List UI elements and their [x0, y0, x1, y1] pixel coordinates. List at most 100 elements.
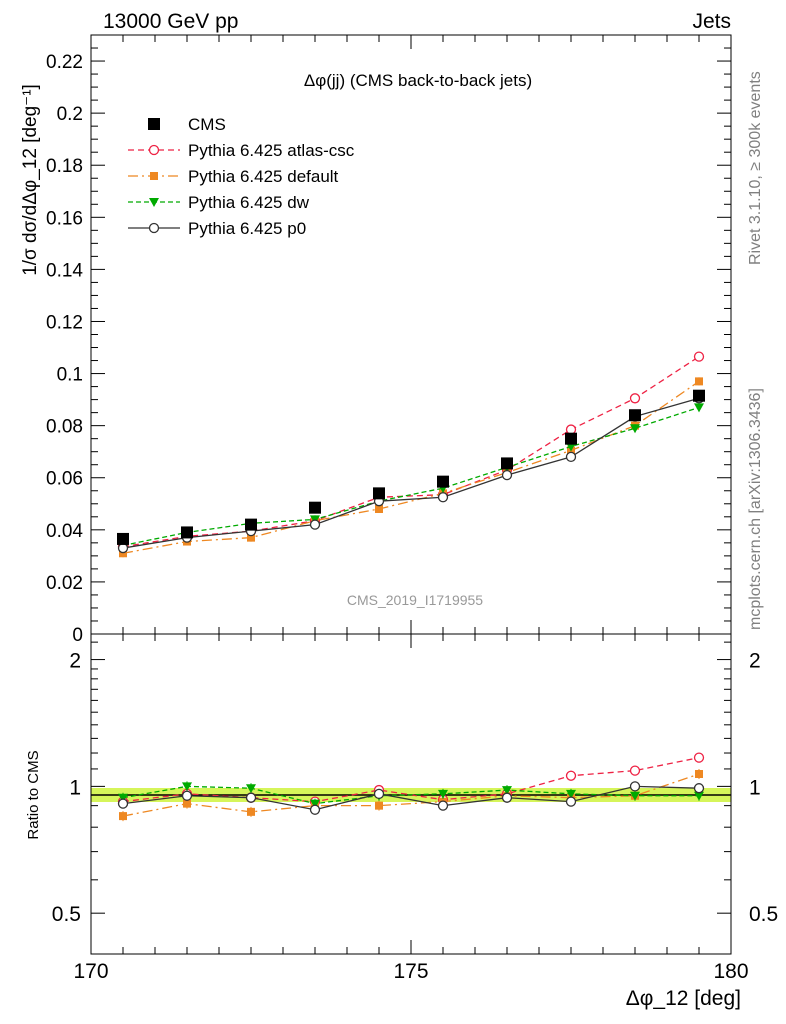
- legend-item-default: Pythia 6.425 default: [128, 167, 339, 186]
- legend-label-atlas_csc: Pythia 6.425 atlas-csc: [188, 141, 355, 160]
- point-default: [695, 769, 703, 778]
- ratio-series-group: [117, 752, 705, 822]
- point-default: [119, 549, 127, 558]
- main-axis-ticks: 0 0.02 0.04 0.06 0.08 0.1 0.12 0.14 0.16 0.18 0.2 0…: [46, 35, 732, 646]
- point-p0: [117, 798, 129, 809]
- point-dw: [630, 424, 640, 434]
- point-cms: [309, 501, 321, 514]
- point-p0: [565, 451, 577, 463]
- y-tick-label: 0.08: [46, 417, 83, 438]
- ratio-tick-label: 1: [69, 776, 81, 799]
- point-atlas_csc: [693, 752, 705, 763]
- point-cms: [245, 518, 257, 531]
- ratio-axis-label: Ratio to CMS: [25, 750, 42, 839]
- plot-title: Δφ(jj) (CMS back-to-back jets): [304, 71, 532, 90]
- y-tick-label: 0.02: [46, 573, 83, 594]
- y-tick-label: 0.2: [57, 104, 83, 125]
- point-dw: [246, 784, 256, 794]
- point-cms: [501, 457, 513, 470]
- point-default: [183, 799, 191, 808]
- point-p0: [629, 781, 641, 792]
- main-panel: 0 0.02 0.04 0.06 0.08 0.1 0.12 0.14 0.16 0.18 0.2 0…: [46, 34, 732, 646]
- y-tick-label: 0.04: [46, 521, 83, 542]
- y-tick-label: 0.14: [46, 260, 83, 281]
- point-dw: [118, 793, 128, 803]
- legend-marker-atlas_csc: [148, 144, 160, 156]
- point-cms: [629, 409, 641, 422]
- point-p0: [373, 788, 385, 799]
- main-series-group: [117, 351, 705, 558]
- point-atlas_csc: [693, 351, 705, 362]
- point-cms: [437, 475, 449, 488]
- point-cms: [117, 532, 129, 545]
- point-p0: [693, 783, 705, 794]
- point-cms: [373, 487, 385, 500]
- point-atlas_csc: [629, 393, 641, 404]
- ratio-axis-ticks: 0.5 0.5 1 1 2 2 170 175 180: [52, 634, 778, 983]
- legend-marker-cms: [148, 118, 160, 130]
- x-axis-label: Δφ_12 [deg]: [626, 987, 741, 1010]
- rivet-version-label: Rivet 3.1.10, ≥ 300k events: [747, 71, 764, 265]
- legend-label-default: Pythia 6.425 default: [188, 167, 339, 186]
- point-p0: [501, 469, 513, 481]
- point-p0: [309, 519, 321, 530]
- point-default: [375, 801, 383, 810]
- point-p0: [309, 804, 321, 815]
- point-atlas_csc: [629, 765, 641, 776]
- y-axis-label: 1/σ dσ/dΔφ_12 [deg⁻¹]: [20, 84, 41, 276]
- series-line-dw: [122, 406, 700, 547]
- y-tick-label: 0.18: [46, 156, 83, 177]
- point-dw: [182, 782, 192, 792]
- series-line-default: [122, 380, 700, 554]
- point-p0: [437, 492, 449, 503]
- series-line-default: [122, 773, 700, 817]
- ratio-tick-label: 0.5: [52, 903, 81, 926]
- y-tick-label: 0.06: [46, 469, 83, 490]
- legend-item-p0: Pythia 6.425 p0: [128, 219, 306, 238]
- point-dw: [694, 791, 704, 801]
- point-cms: [565, 432, 577, 445]
- legend: CMS Pythia 6.425 atlas-csc Pythia 6.425 de…: [128, 115, 355, 238]
- point-default: [247, 807, 255, 816]
- ratio-tick-label: 2: [69, 650, 81, 673]
- point-p0: [181, 790, 193, 801]
- y-tick-label: 0.12: [46, 312, 83, 333]
- point-dw: [566, 789, 576, 799]
- legend-item-cms: CMS: [148, 115, 226, 134]
- series-line-p0: [122, 785, 700, 811]
- series-line-dw: [122, 785, 699, 805]
- series-line-atlas_csc: [122, 356, 700, 548]
- header-energy: 13000 GeV pp: [103, 10, 238, 33]
- header-process: Jets: [692, 10, 731, 33]
- series-line-p0: [122, 397, 700, 549]
- point-atlas_csc: [565, 770, 577, 781]
- legend-marker-dw: [149, 198, 159, 207]
- legend-marker-p0: [148, 222, 160, 234]
- legend-label-cms: CMS: [188, 115, 226, 134]
- y-tick-label: 0: [72, 625, 83, 646]
- point-p0: [565, 796, 577, 807]
- point-dw: [630, 791, 640, 801]
- y-axis-label-text: 1/σ dσ/dΔφ_12 [deg⁻¹]: [20, 84, 41, 276]
- legend-label-p0: Pythia 6.425 p0: [188, 219, 306, 238]
- point-p0: [437, 800, 449, 811]
- legend-marker-default: [150, 172, 158, 180]
- y-tick-label: 0.16: [46, 208, 83, 229]
- y-tick-label: 0.22: [46, 52, 83, 73]
- point-default: [695, 377, 703, 386]
- legend-label-dw: Pythia 6.425 dw: [188, 193, 310, 212]
- point-dw: [438, 789, 448, 799]
- ratio-panel: 0.5 0.5 1 1 2 2 170 175 180 Ratio to CMS: [25, 633, 778, 983]
- ratio-tick-label-right: 0.5: [749, 903, 778, 926]
- x-tick-label: 175: [393, 960, 428, 983]
- point-dw: [566, 442, 576, 452]
- point-cms: [181, 526, 193, 539]
- point-p0: [501, 792, 513, 803]
- point-default: [375, 504, 383, 513]
- legend-item-atlas_csc: Pythia 6.425 atlas-csc: [128, 141, 355, 160]
- ratio-tick-label-right: 2: [749, 650, 761, 673]
- y-tick-label: 0.1: [57, 365, 83, 386]
- watermark-analysis-id: CMS_2019_I1719955: [347, 592, 483, 608]
- point-default: [247, 533, 255, 542]
